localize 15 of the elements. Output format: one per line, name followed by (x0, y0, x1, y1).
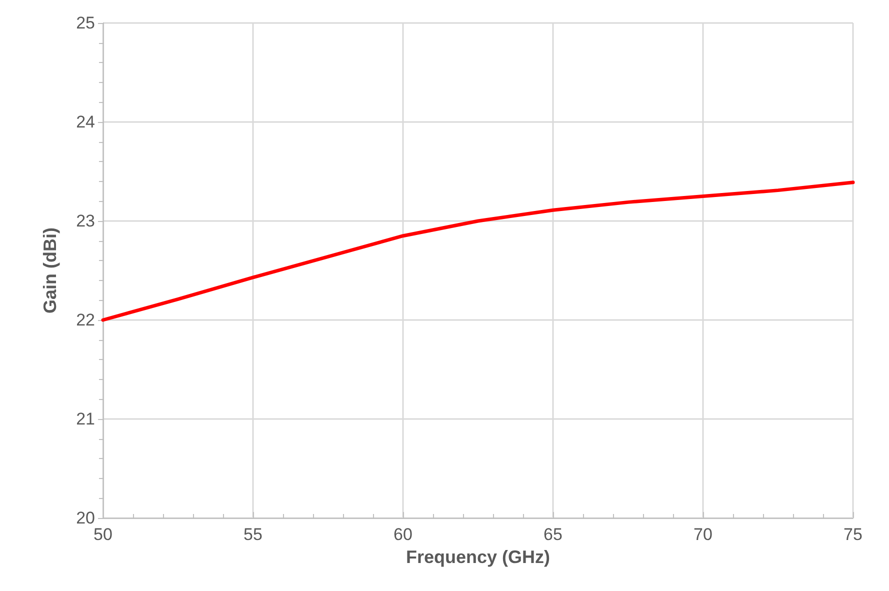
y-tick-label: 25 (76, 14, 95, 32)
y-tick-label: 22 (76, 310, 95, 330)
y-tick-label: 21 (76, 410, 95, 428)
x-axis-title: Frequency (GHz) (406, 546, 550, 567)
x-tick-label: 65 (544, 525, 562, 544)
y-axis-title: Gain (dBi) (40, 228, 60, 314)
x-tick-label: 70 (694, 525, 712, 544)
x-tick-label: 55 (244, 525, 262, 544)
line-series (101, 180, 855, 322)
x-tick-label: 75 (844, 525, 862, 544)
x-tick-label: 50 (94, 525, 112, 544)
x-tick-label: 60 (394, 525, 412, 544)
y-tick-label: 24 (76, 112, 95, 132)
y-tick-label: 23 (76, 212, 95, 230)
y-tick-label: 20 (76, 508, 95, 528)
